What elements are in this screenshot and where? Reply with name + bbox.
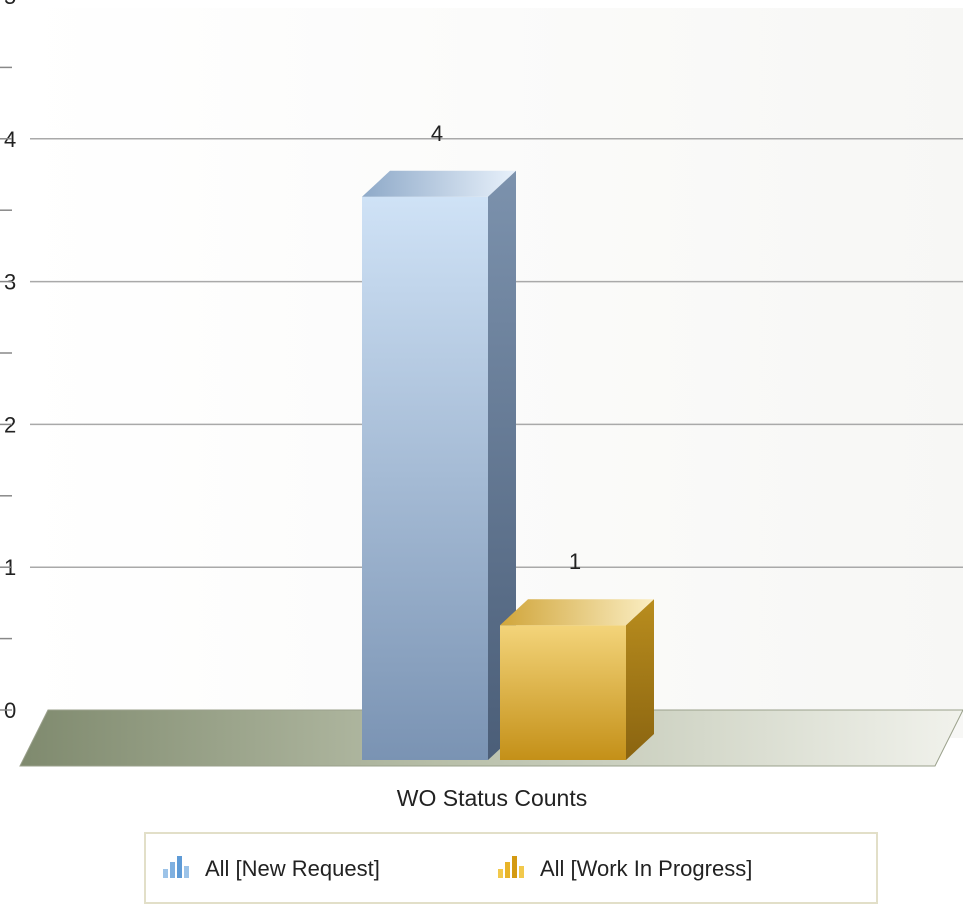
category-label: WO Status Counts (397, 785, 587, 811)
y-tick-label: 5 (4, 0, 16, 9)
legend-item-new-request: All [New Request] (163, 856, 380, 881)
bar-chart-icon (163, 856, 189, 878)
bar-0 (362, 170, 516, 761)
bar-side-face (488, 170, 516, 761)
legend: All [New Request] All [Work In Progress] (144, 832, 878, 904)
bar-front-face (500, 625, 626, 760)
bar-side-face (626, 599, 654, 760)
legend-box (144, 832, 878, 904)
y-axis-ticks: 012345 (0, 0, 16, 723)
bar-1 (500, 599, 654, 760)
data-label: 1 (569, 549, 581, 574)
legend-label: All [Work In Progress] (540, 856, 752, 881)
data-label: 4 (431, 121, 443, 146)
bars (362, 170, 654, 761)
bar-top-face (362, 170, 516, 197)
bar-chart-icon (498, 856, 524, 878)
bar-front-face (362, 196, 488, 761)
data-labels: 41 (431, 121, 581, 574)
legend-item-work-in-progress: All [Work In Progress] (498, 856, 752, 881)
bar-top-face (500, 599, 654, 626)
legend-label: All [New Request] (205, 856, 380, 881)
